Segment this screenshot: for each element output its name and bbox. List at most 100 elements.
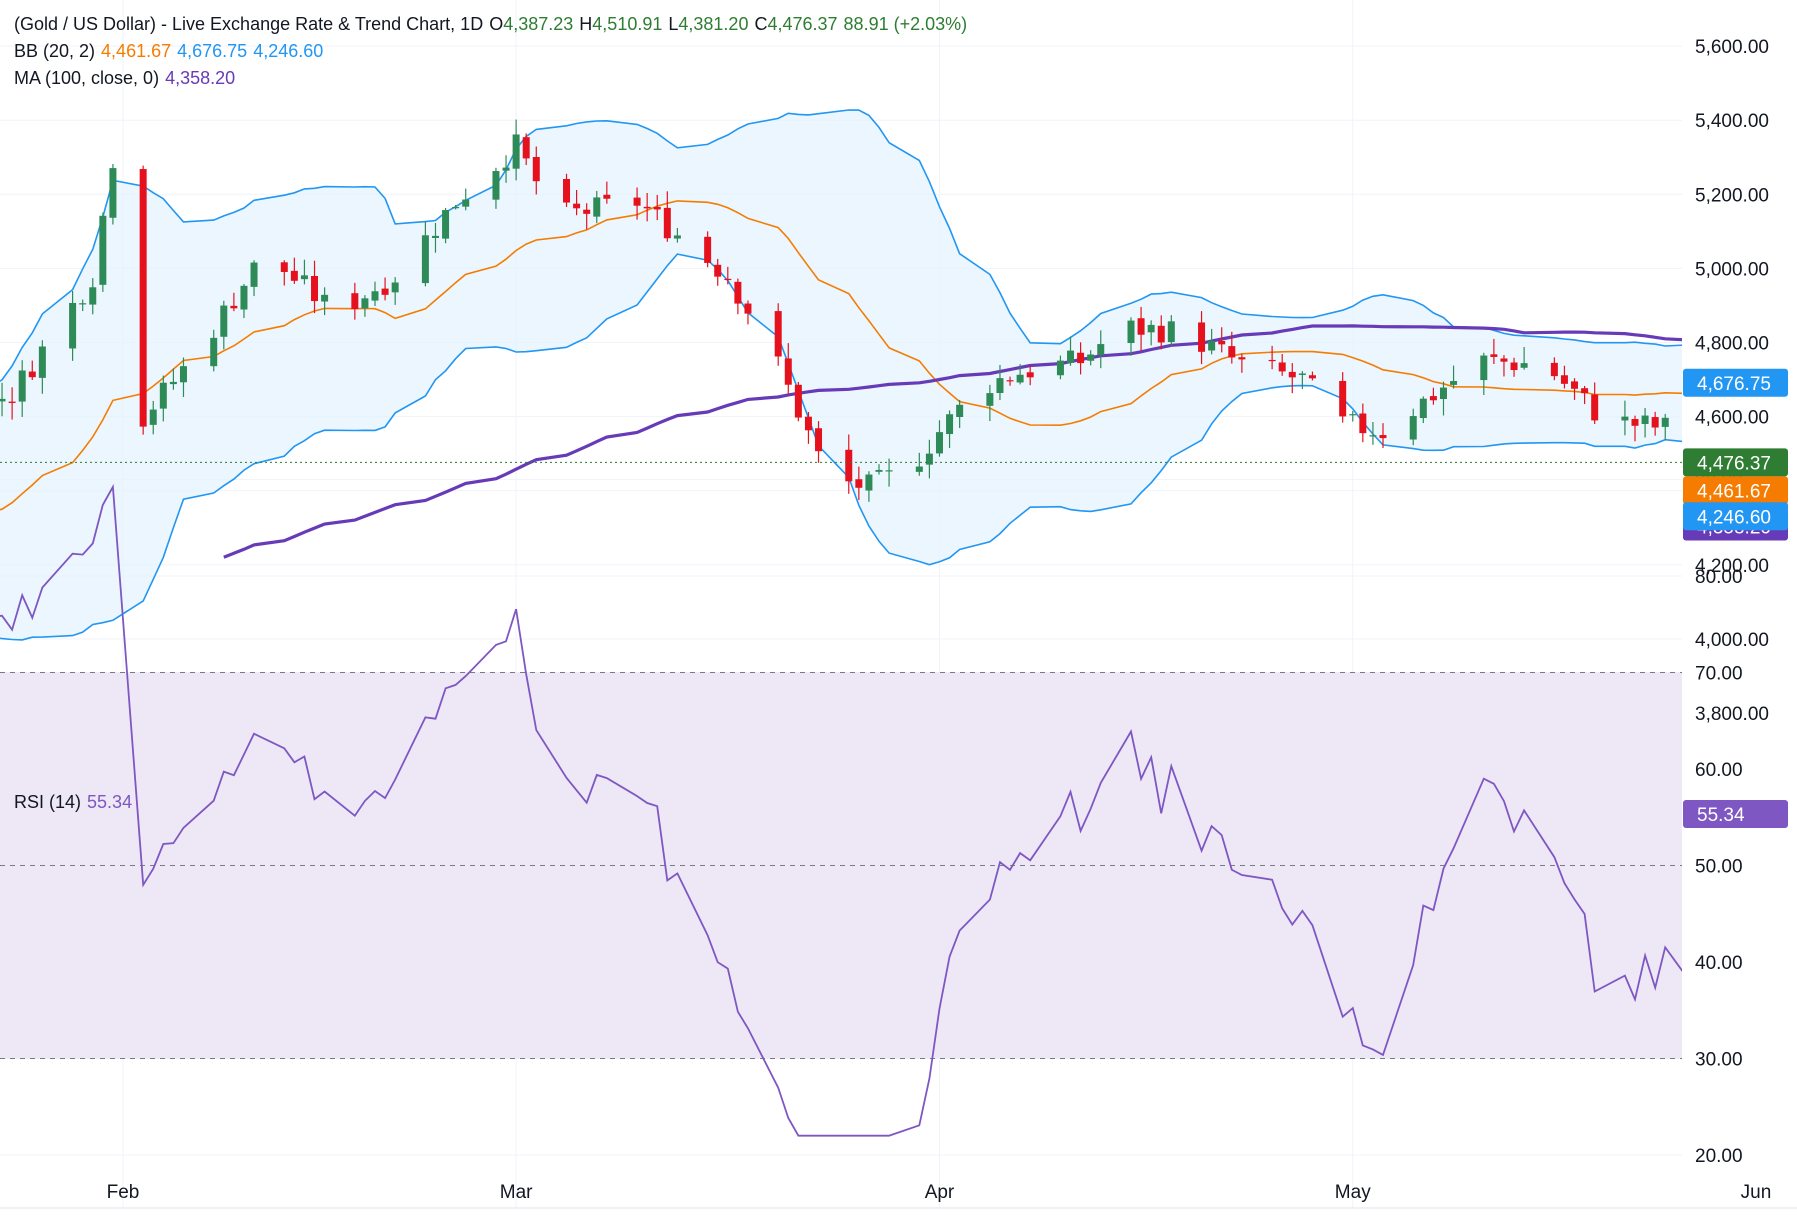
candle-body bbox=[1661, 417, 1669, 427]
legend-bb: BB (20, 2) 4,461.67 4,676.75 4,246.60 bbox=[14, 41, 329, 62]
candle-body bbox=[946, 414, 954, 435]
legend-ma-label: MA (100, close, 0) bbox=[14, 68, 160, 88]
candle-body bbox=[734, 281, 742, 304]
legend-ma: MA (100, close, 0) 4,358.20 bbox=[14, 68, 241, 89]
candle-body bbox=[744, 303, 752, 314]
candle-body bbox=[603, 194, 611, 199]
legend-open-label: O bbox=[489, 14, 504, 34]
rsi-tick-label: 50.00 bbox=[1695, 857, 1743, 878]
rsi-line bbox=[0, 483, 1797, 1137]
candle-body bbox=[1147, 324, 1155, 333]
candle-body bbox=[563, 179, 571, 203]
legend-rsi-value: 55.34 bbox=[87, 792, 133, 812]
candle-body bbox=[915, 466, 923, 472]
time-tick-label: May bbox=[1335, 1182, 1371, 1203]
candlesticks bbox=[0, 119, 1797, 502]
candle-body bbox=[1560, 375, 1568, 384]
candle-body bbox=[1349, 414, 1357, 416]
candle-body bbox=[1510, 362, 1518, 371]
legend-bb-lower: 4,246.60 bbox=[253, 41, 324, 61]
legend-close-label: C bbox=[754, 14, 768, 34]
time-tick-label: Jun bbox=[1741, 1182, 1772, 1203]
candle-body bbox=[885, 470, 893, 472]
candle-body bbox=[1006, 380, 1014, 382]
candle-body bbox=[1419, 398, 1427, 419]
candle-body bbox=[855, 479, 863, 488]
ma-line bbox=[223, 324, 1797, 559]
legend-high-label: H bbox=[579, 14, 593, 34]
candle-body bbox=[1621, 416, 1629, 421]
candle-body bbox=[774, 311, 782, 357]
candle-body bbox=[1198, 322, 1206, 352]
price-axis-bg bbox=[1682, 0, 1797, 1223]
price-tick-label: 4,000.00 bbox=[1695, 630, 1769, 651]
candle-body bbox=[1480, 355, 1488, 381]
price-tick-label: 5,400.00 bbox=[1695, 111, 1769, 132]
badge-rsi-label: 55.34 bbox=[1697, 805, 1745, 826]
candle-body bbox=[99, 215, 107, 285]
candle-body bbox=[1056, 360, 1064, 376]
candle-body bbox=[371, 291, 379, 301]
candle-body bbox=[311, 275, 319, 302]
candle-body bbox=[442, 210, 450, 239]
candle-body bbox=[431, 235, 439, 238]
price-tick-label: 4,800.00 bbox=[1695, 333, 1769, 354]
rsi-tick-label: 20.00 bbox=[1695, 1146, 1743, 1167]
badge-rsi-bg bbox=[1683, 799, 1788, 828]
candle-body bbox=[784, 358, 792, 385]
candle-body bbox=[1581, 388, 1589, 394]
candle-body bbox=[381, 288, 389, 295]
legend-low: 4,381.20 bbox=[678, 14, 749, 34]
candle-body bbox=[452, 207, 460, 209]
candle-body bbox=[986, 393, 994, 406]
candle-body bbox=[1157, 325, 1165, 343]
candle-body bbox=[1218, 340, 1226, 345]
candle-body bbox=[38, 346, 46, 378]
candle-body bbox=[159, 382, 167, 409]
candle-body bbox=[1379, 435, 1387, 439]
candle-body bbox=[109, 168, 117, 218]
candle-body bbox=[1550, 362, 1558, 377]
candle-body bbox=[1409, 416, 1417, 440]
price-tick-label: 5,600.00 bbox=[1695, 37, 1769, 58]
candle-body bbox=[321, 294, 329, 302]
candle-body bbox=[714, 264, 722, 277]
candle-body bbox=[1631, 419, 1639, 426]
candle-body bbox=[1429, 396, 1437, 401]
candle-body bbox=[925, 453, 933, 465]
candle-body bbox=[804, 416, 812, 431]
price-tick-label: 5,200.00 bbox=[1695, 185, 1769, 206]
moving-average bbox=[223, 324, 1797, 559]
candle-body bbox=[1591, 394, 1599, 421]
candle-body bbox=[1278, 362, 1286, 372]
candle-body bbox=[724, 278, 732, 281]
candle-body bbox=[1016, 374, 1024, 383]
candle-body bbox=[89, 287, 97, 305]
candle-body bbox=[815, 428, 823, 452]
legend-rsi: RSI (14) 55.34 bbox=[14, 792, 138, 813]
candle-body bbox=[532, 156, 540, 182]
candle-body bbox=[875, 469, 883, 472]
candle-body bbox=[1087, 354, 1095, 361]
candle-body bbox=[0, 398, 6, 402]
candle-body bbox=[240, 285, 248, 310]
candle-body bbox=[280, 262, 288, 272]
rsi-tick-label: 70.00 bbox=[1695, 664, 1743, 685]
candle-body bbox=[643, 206, 651, 209]
time-tick-label: Mar bbox=[500, 1182, 533, 1203]
candle-body bbox=[1288, 371, 1296, 378]
legend-bb-upper: 4,676.75 bbox=[177, 41, 248, 61]
badge-last-close-bg bbox=[1683, 448, 1788, 477]
candle-body bbox=[492, 171, 500, 200]
candle-body bbox=[865, 474, 873, 491]
candle-body bbox=[673, 235, 681, 239]
rsi-panel bbox=[0, 483, 1797, 1137]
candle-body bbox=[935, 432, 943, 454]
candle-body bbox=[1097, 344, 1105, 355]
candle-body bbox=[512, 134, 520, 169]
time-tick-label: Feb bbox=[107, 1182, 140, 1203]
candle-body bbox=[79, 303, 87, 305]
candle-body bbox=[1359, 413, 1367, 434]
